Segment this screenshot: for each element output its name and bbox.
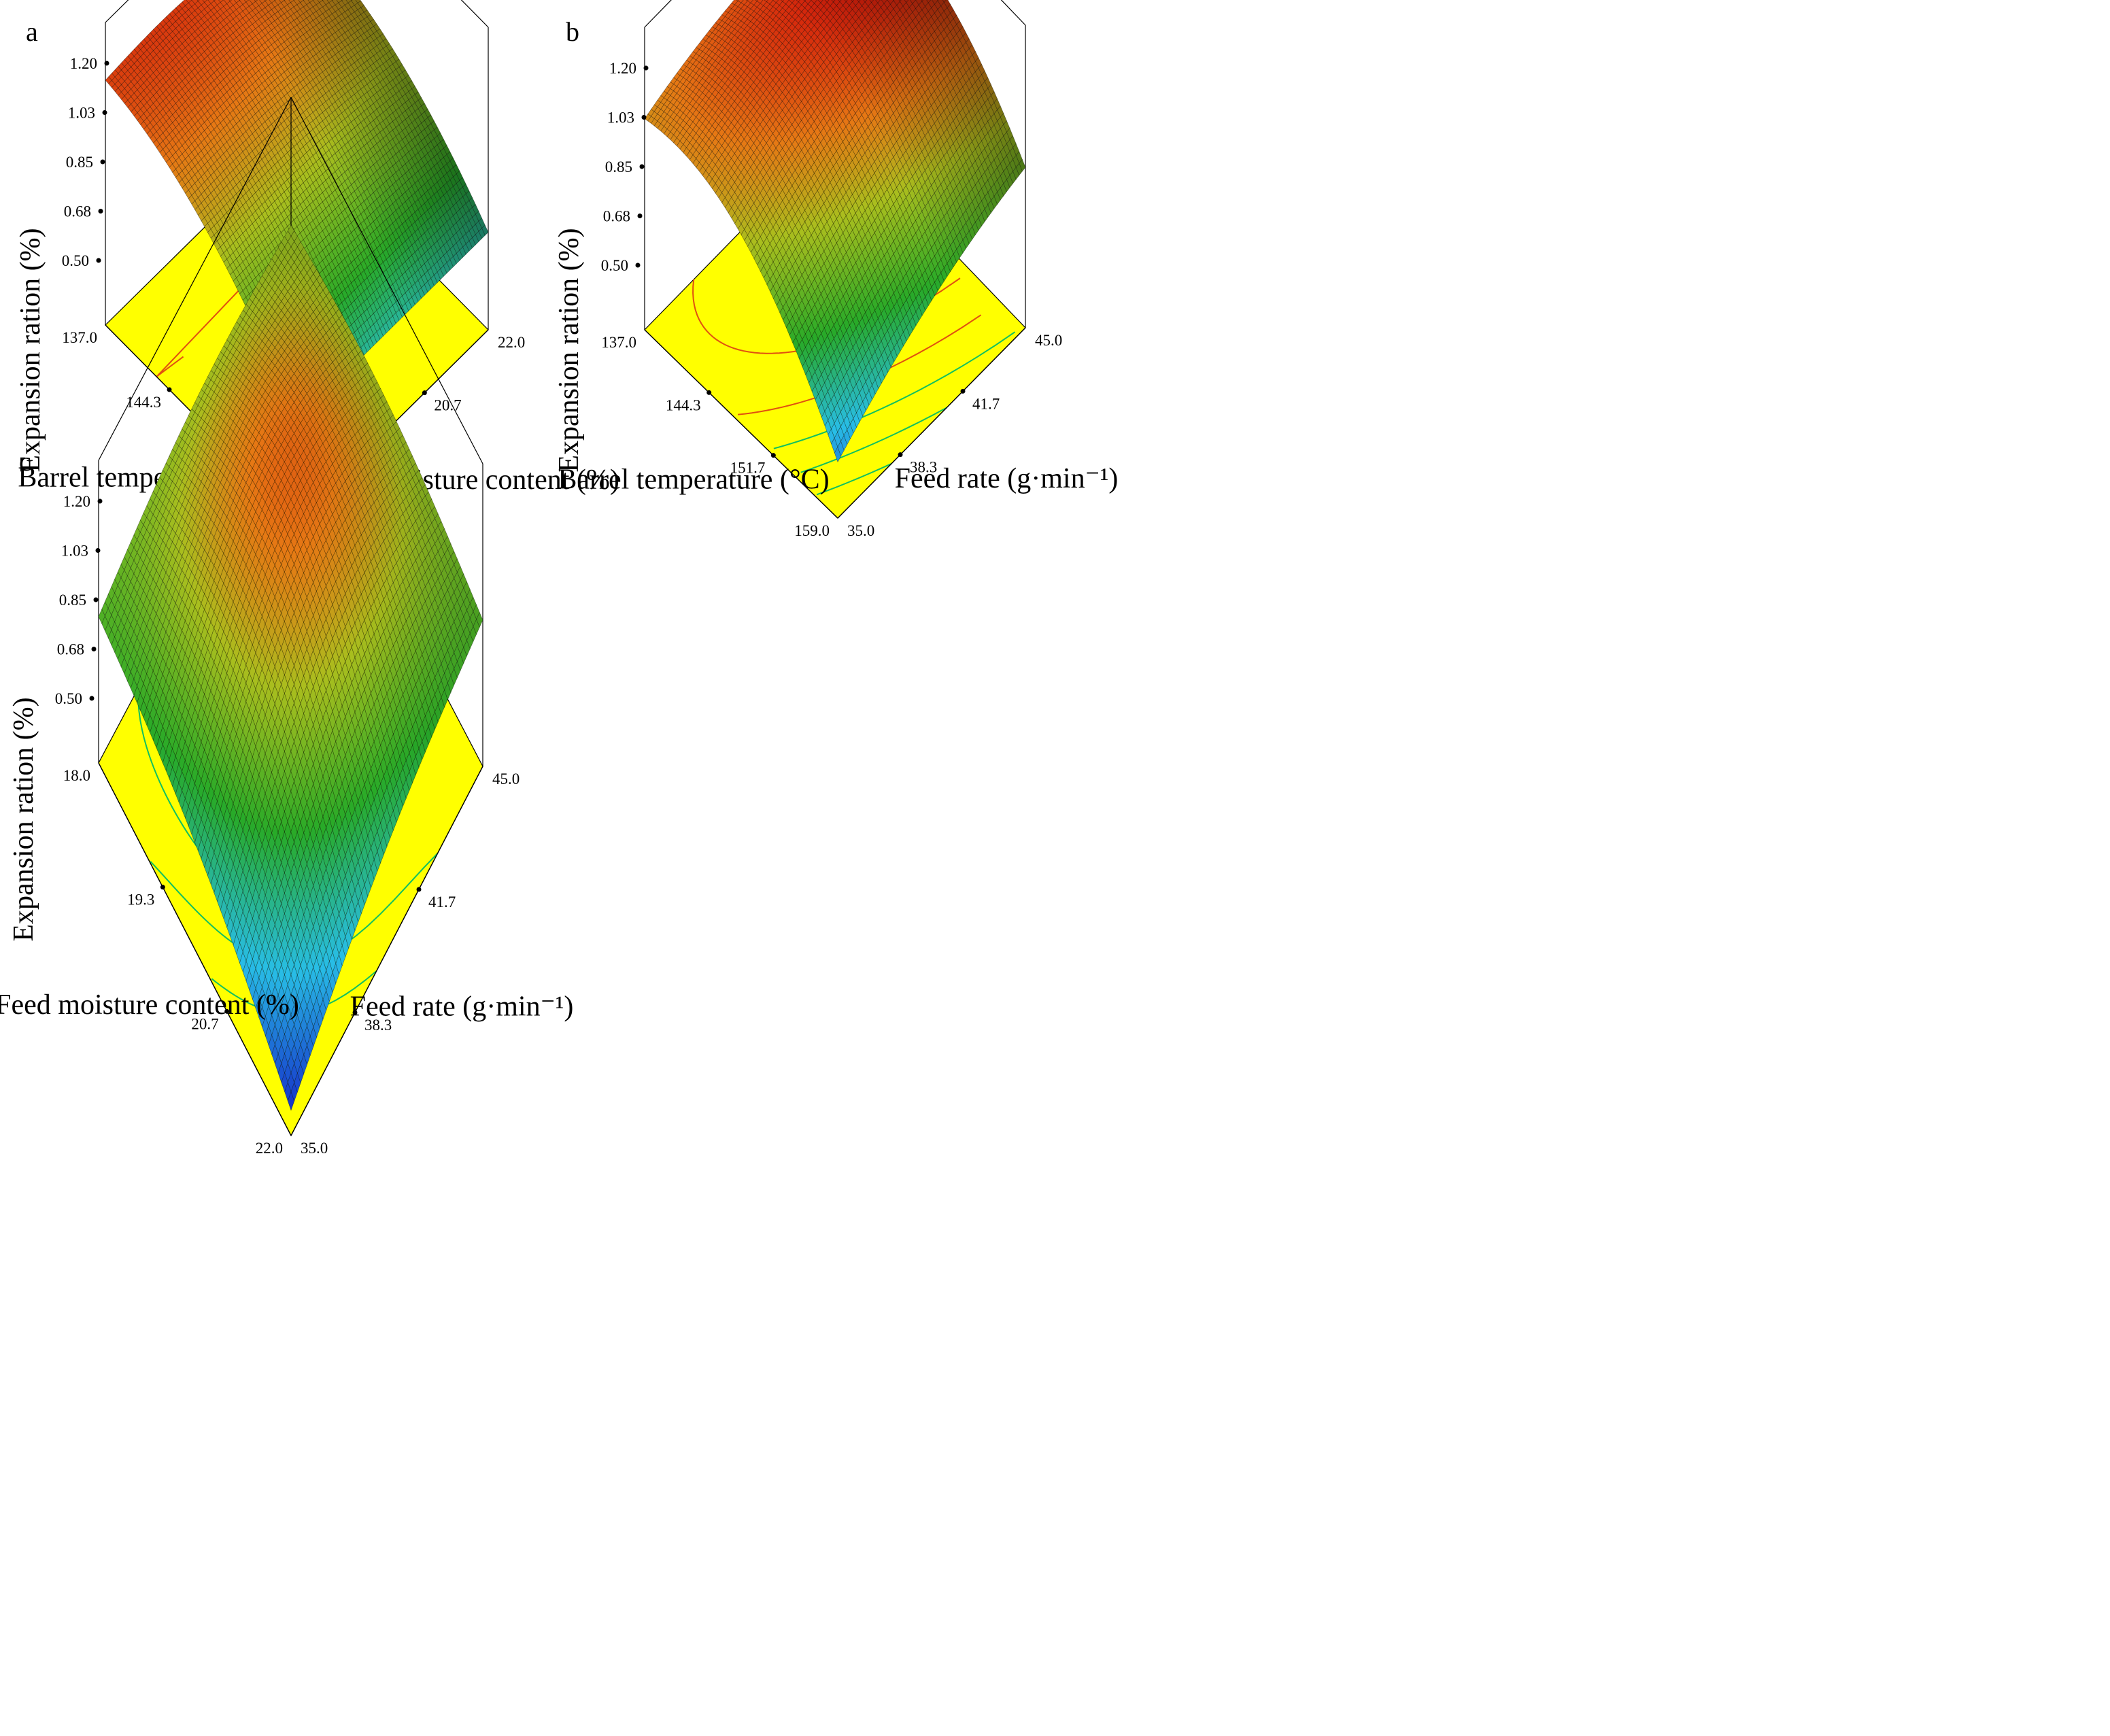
surface-cell: [228, 0, 233, 2]
z-tick-mark: [102, 110, 107, 115]
surface-cell: [350, 0, 353, 1]
x-tick-mark: [167, 387, 172, 392]
surface-cell: [239, 0, 241, 1]
z-axis: 0.50 0.68 0.85 1.03 1.20 Expansion ration (%): [15, 55, 109, 473]
surface-cell: [213, 0, 216, 1]
x-tick-label: 137.0: [62, 329, 97, 346]
z-tick-label: 0.85: [66, 154, 93, 171]
surface-cell: [284, 0, 286, 1]
z-tick-label: 0.50: [62, 252, 89, 269]
surface-cell: [197, 0, 200, 2]
surface-cell: [264, 0, 267, 1]
z-tick-label: 1.20: [70, 55, 97, 72]
response-surface: [644, 0, 1026, 463]
z-tick-mark: [104, 61, 109, 66]
surface-cell: [341, 0, 343, 1]
z-axis-label: Expansion ration (%): [15, 228, 46, 472]
x-tick-label: 144.3: [126, 394, 161, 411]
y-tick-label: 22.0: [498, 334, 525, 351]
y-tick-mark: [422, 390, 427, 396]
surface-cell: [322, 0, 324, 1]
z-tick-label: 0.68: [64, 203, 91, 220]
y-tick-label: 20.7: [434, 397, 461, 414]
surface-cell: [293, 0, 295, 1]
surface-cell: [312, 0, 314, 1]
z-tick-mark: [100, 159, 105, 165]
surface-cell: [331, 0, 334, 1]
panel-label: a: [26, 16, 38, 47]
surface-cell: [254, 0, 258, 2]
z-tick-mark: [96, 258, 101, 263]
surface-cell: [273, 0, 276, 1]
z-tick-label: 1.03: [68, 105, 95, 122]
surface-cell: [303, 0, 305, 1]
z-tick-mark: [98, 209, 103, 214]
